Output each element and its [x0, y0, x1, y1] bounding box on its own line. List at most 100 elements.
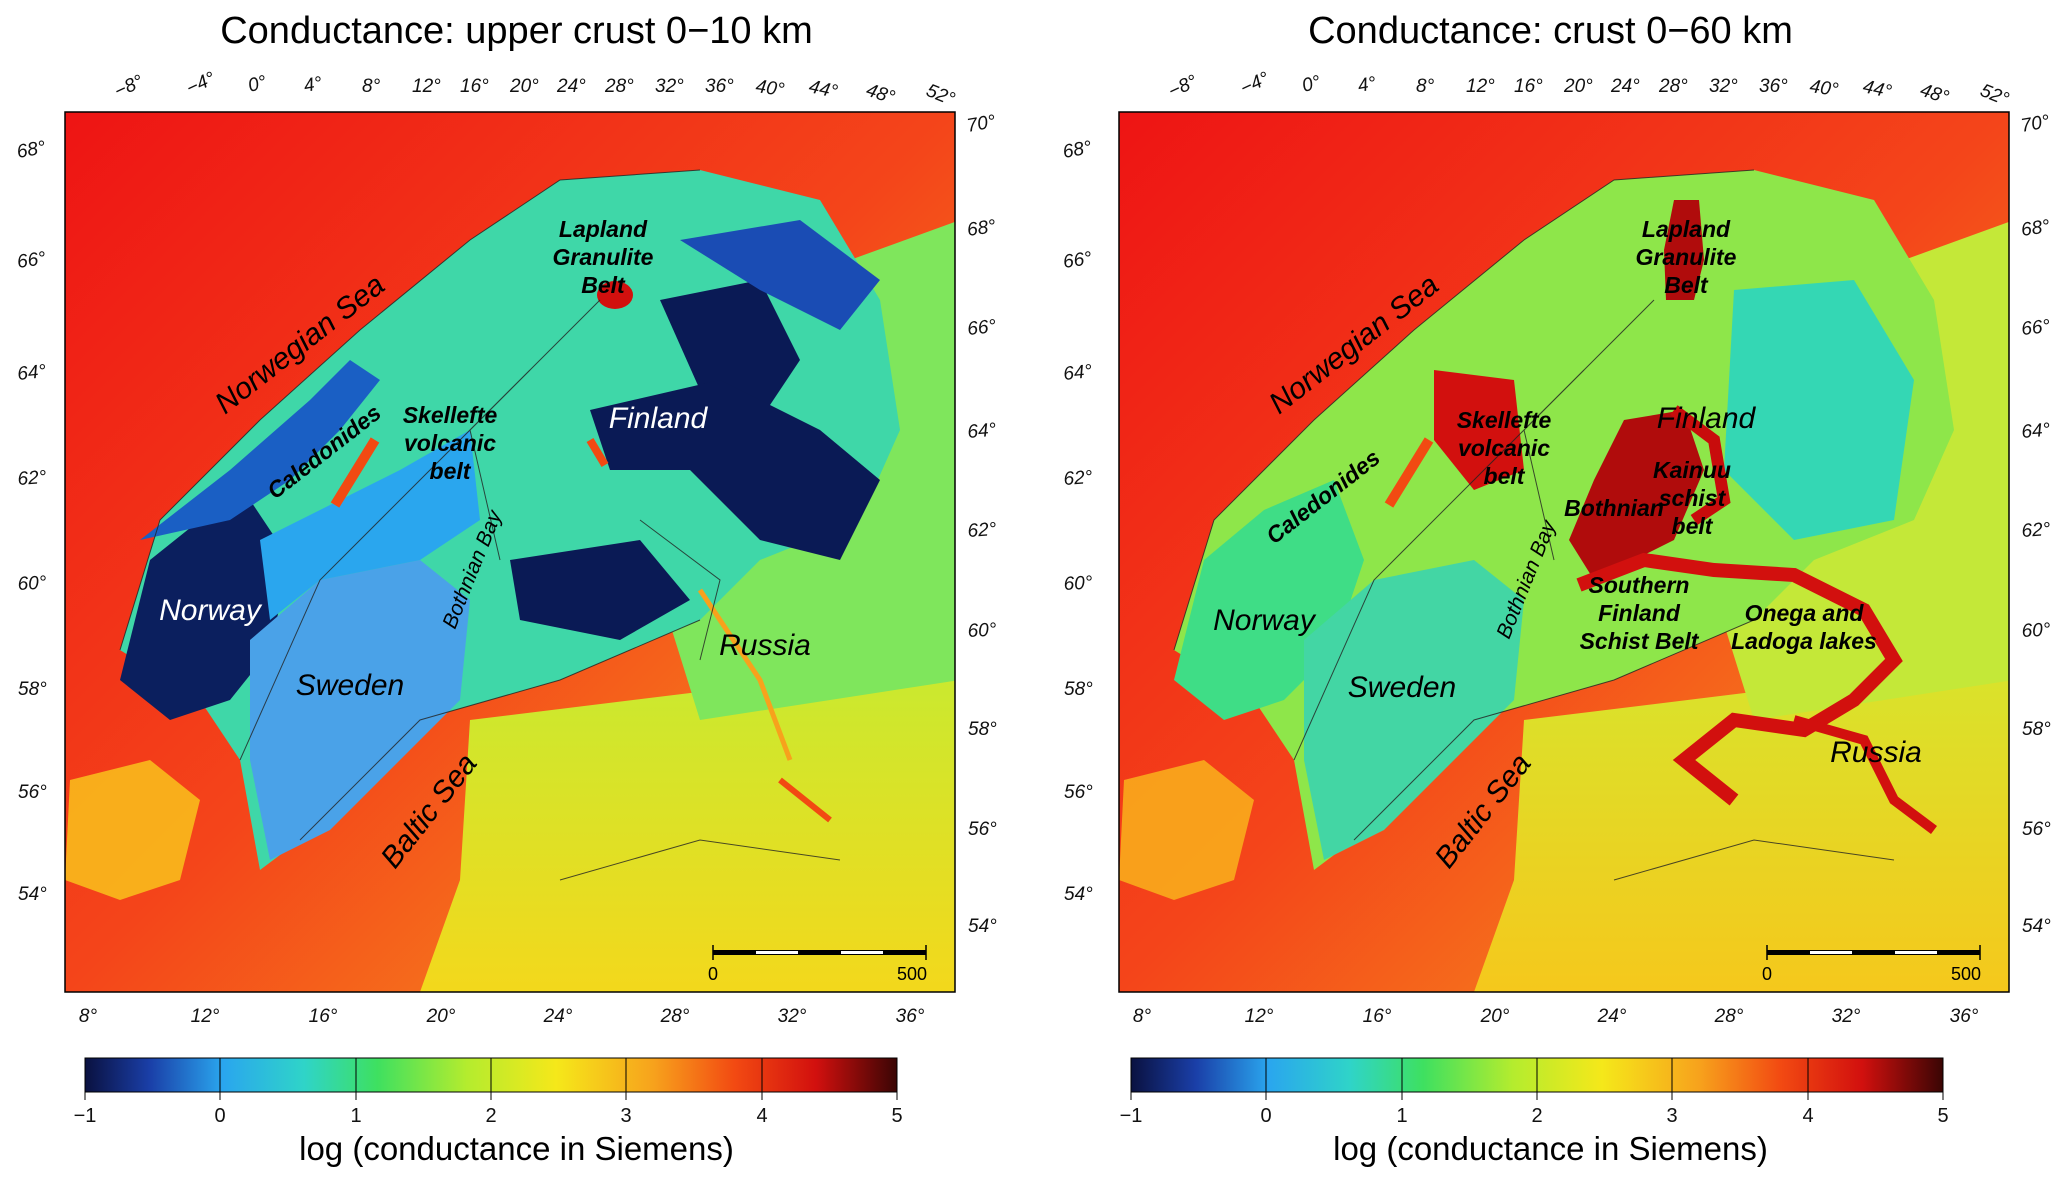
onega-anomaly — [1792, 715, 1937, 834]
bottom-lon-ticks: 8° 12° 16° 20° 24° 28° 32° 36° — [1133, 1006, 1979, 1027]
colorbar-tick: 4 — [1802, 1105, 1813, 1127]
label-lapland-1: Lapland — [1642, 216, 1731, 242]
label-bothnian: Bothnian — [1564, 495, 1664, 521]
sweden-fill — [1304, 560, 1524, 860]
lon-tick: 4° — [302, 73, 324, 97]
label-lapland-3: Belt — [1664, 272, 1709, 298]
lat-tick: 68° — [2020, 216, 2052, 241]
top-lon-ticks: −8° −4° 0° 4° 8° 12° 16° 20° 24° 28° 32°… — [1165, 68, 2012, 111]
colorbar-label: log (conductance in Siemens) — [299, 1130, 734, 1167]
colorbar-tick: 2 — [1531, 1105, 1542, 1127]
label-lapland-1: Lapland — [559, 216, 648, 242]
finland-deep-south — [510, 540, 690, 640]
label-southern-finland-2: Finland — [1598, 600, 1681, 626]
lon-tick: 8° — [1416, 76, 1435, 97]
panel-title: Conductance: upper crust 0−10 km — [220, 10, 813, 52]
lat-tick: 62° — [1063, 467, 1094, 490]
lon-tick: −8° — [1165, 71, 1201, 103]
lat-tick: 66° — [2020, 316, 2051, 340]
lon-tick: 52° — [923, 80, 958, 110]
scale-start: 0 — [708, 964, 718, 984]
colorbar-tick: 5 — [1937, 1105, 1948, 1127]
lon-tick: 24° — [1610, 76, 1640, 97]
lon-tick: 48° — [863, 80, 897, 109]
lon-tick: 24° — [543, 1006, 573, 1027]
left-lat-ticks: 68° 66° 64° 62° 60° 58° 56° 54° — [15, 137, 47, 905]
lat-tick: 70° — [2019, 111, 2051, 137]
lat-tick: 66° — [1062, 248, 1094, 273]
right-lat-ticks: 70° 68° 66° 64° 62° 60° 58° 56° 54° — [2019, 111, 2051, 937]
panel-title: Conductance: crust 0−60 km — [1308, 10, 1793, 52]
lon-tick: 44° — [807, 76, 840, 103]
lat-tick: 64° — [1062, 361, 1093, 385]
lat-tick: 56° — [1064, 782, 1093, 803]
label-norway: Norway — [1213, 604, 1317, 637]
lon-tick: 28° — [1658, 76, 1688, 97]
lat-tick: 68° — [15, 137, 47, 163]
coastlines — [119, 169, 841, 881]
southern-land — [1474, 660, 2009, 992]
label-skellefte-1: Skellefte — [403, 402, 498, 428]
lat-tick: 60° — [1063, 572, 1093, 594]
label-skellefte-3: belt — [1484, 463, 1526, 489]
label-finland: Finland — [609, 402, 709, 435]
label-russia: Russia — [1830, 736, 1922, 769]
label-kainuu-1: Kainuu — [1653, 457, 1731, 483]
colorbar-tick: −1 — [1120, 1105, 1143, 1127]
norway-coast-fill — [140, 360, 380, 540]
label-kainuu-2: schist — [1659, 485, 1727, 511]
lat-tick: 54° — [1064, 884, 1093, 905]
lon-tick: 8° — [362, 76, 381, 97]
colorbar-tick: 1 — [350, 1105, 361, 1127]
lon-tick: 16° — [309, 1006, 338, 1027]
scale-start: 0 — [1762, 964, 1772, 984]
left-lat-ticks: 68° 66° 64° 62° 60° 58° 56° 54° — [1061, 137, 1093, 905]
bottom-lon-ticks: 8° 12° 16° 20° 24° 28° 32° 36° — [79, 1006, 925, 1027]
label-finland: Finland — [1657, 402, 1757, 435]
lon-tick: −4° — [1237, 68, 1273, 100]
denmark-area — [65, 760, 200, 900]
lon-tick: 32° — [1709, 76, 1738, 97]
label-skellefte-1: Skellefte — [1457, 407, 1552, 433]
colorbar: −1 0 1 2 3 4 5 — [1120, 1057, 1949, 1127]
map-frame — [1118, 111, 2010, 993]
lat-tick: 64° — [16, 361, 47, 385]
scale-bar: 0 500 — [708, 945, 927, 984]
lat-tick: 62° — [967, 519, 998, 542]
colorbar: −1 0 1 2 3 4 5 — [74, 1057, 903, 1127]
colorbar-tick: 3 — [620, 1105, 631, 1127]
map-frame — [64, 111, 956, 993]
colorbar-tick: 5 — [891, 1105, 902, 1127]
right-lat-ticks: 70° 68° 66° 64° 62° 60° 58° 56° 54° — [965, 111, 997, 937]
russia-anomaly-line — [697, 588, 793, 761]
label-russia: Russia — [719, 629, 811, 662]
sweden-fill — [250, 560, 470, 860]
finland-deep-north — [660, 280, 800, 420]
scale-end: 500 — [897, 964, 927, 984]
colorbar-tick: 0 — [214, 1105, 225, 1127]
lat-tick: 68° — [1061, 137, 1093, 163]
panel-upper-crust: Conductance: upper crust 0−10 km — [0, 0, 1033, 1194]
caledonides-anomaly — [1384, 437, 1434, 508]
lon-tick: 8° — [1133, 1006, 1152, 1027]
colorbar-tick: 1 — [1396, 1105, 1407, 1127]
lat-tick: 58° — [1064, 679, 1093, 700]
lat-tick: 56° — [2022, 819, 2051, 840]
label-skellefte-2: volcanic — [404, 430, 496, 456]
lat-tick: 66° — [966, 316, 997, 340]
norway-fill — [120, 500, 290, 720]
colorbar-tick: 0 — [1260, 1105, 1271, 1127]
colorbar-label: log (conductance in Siemens) — [1333, 1130, 1768, 1167]
colorbar-tick: −1 — [74, 1105, 97, 1127]
anomaly-small — [586, 437, 609, 468]
lon-tick: 12° — [412, 76, 441, 97]
finland-blue-north — [680, 220, 880, 330]
lon-tick: 12° — [1466, 76, 1495, 97]
lon-tick: 36° — [1950, 1006, 1979, 1027]
lat-tick: 58° — [2022, 719, 2051, 740]
label-sweden: Sweden — [1348, 671, 1456, 704]
lat-tick: 66° — [16, 248, 48, 273]
lat-tick: 56° — [18, 782, 47, 803]
lon-tick: 52° — [1977, 80, 2012, 110]
lat-tick: 64° — [967, 420, 998, 443]
